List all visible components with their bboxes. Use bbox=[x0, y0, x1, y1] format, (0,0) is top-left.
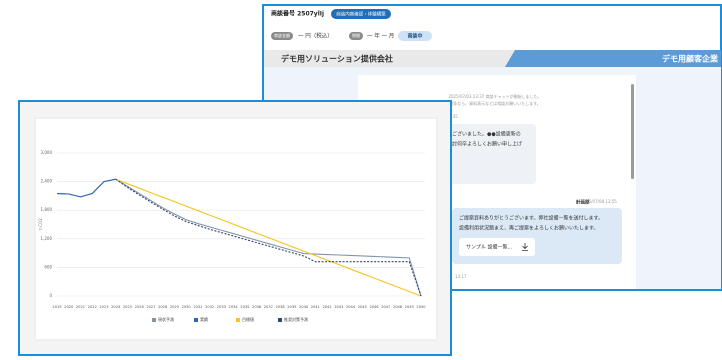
system-line: 2025/07/03 13:37 商談チャットが開始しました。 bbox=[448, 93, 541, 99]
x-tick-label: 2030 bbox=[182, 305, 192, 309]
legend-label: 推奨対策予測 bbox=[284, 316, 308, 322]
x-tick-label: 2033 bbox=[217, 305, 226, 309]
x-tick-label: 2038 bbox=[276, 305, 286, 309]
y-tick-label: 600 bbox=[44, 264, 52, 269]
period-tag-bg bbox=[349, 32, 363, 40]
x-tick-label: 2031 bbox=[193, 305, 202, 309]
case-badge[interactable]: 商談内容確認・体験構築 bbox=[336, 11, 386, 18]
footer-time: 13:17 bbox=[455, 274, 467, 279]
y-tick-label: 0 bbox=[49, 293, 52, 298]
company-right: デモ用顧客企業 bbox=[662, 54, 719, 64]
company-left: デモ用ソリューション提供会社 bbox=[281, 54, 393, 64]
x-tick-label: 2046 bbox=[369, 305, 379, 309]
x-tick-label: 2020 bbox=[64, 305, 74, 309]
x-tick-label: 2027 bbox=[146, 305, 155, 309]
x-tick-label: 2035 bbox=[240, 305, 249, 309]
x-tick-label: 2034 bbox=[229, 305, 239, 309]
company-right-band bbox=[505, 50, 721, 67]
y-tick-label: 1,800 bbox=[41, 207, 53, 212]
status-bg bbox=[398, 31, 432, 41]
scrollbar[interactable] bbox=[631, 84, 634, 179]
x-tick-label: 2041 bbox=[311, 305, 320, 309]
x-tick-label: 2024 bbox=[111, 305, 121, 309]
y-axis-label: t-CO2 bbox=[38, 218, 43, 230]
x-tick-label: 2023 bbox=[99, 305, 108, 309]
x-tick-label: 2037 bbox=[264, 305, 273, 309]
x-tick-label: 2043 bbox=[334, 305, 343, 309]
x-tick-label: 2021 bbox=[76, 305, 85, 309]
download-icon[interactable] bbox=[522, 243, 528, 251]
message-line: 討何卒よろしくお願い申し上げ bbox=[452, 141, 522, 148]
x-tick-label: 2028 bbox=[158, 305, 168, 309]
x-tick-label: 2049 bbox=[405, 305, 415, 309]
case-no: 商談番号 2507ylIj bbox=[271, 10, 324, 18]
x-tick-label: 2032 bbox=[205, 305, 214, 309]
series-line bbox=[56, 178, 116, 198]
legend-label: 目標値 bbox=[242, 316, 254, 322]
x-tick-label: 2048 bbox=[393, 305, 403, 309]
chart-card bbox=[34, 117, 438, 341]
attachment-name[interactable]: サンプル 設備一覧... bbox=[466, 244, 513, 251]
system-line: 箇条なら、資料表示などは相談お願いいたします。 bbox=[449, 100, 541, 106]
period-tag: 期間 bbox=[352, 32, 360, 38]
series-line bbox=[115, 178, 422, 297]
plot: 0 600 1,200 1,800 2,400 3,000 2019 2020 2021 2022… bbox=[41, 150, 426, 322]
x-tick-label: 2029 bbox=[170, 305, 180, 309]
x-tick-label: 2047 bbox=[381, 305, 390, 309]
y-tick-label: 3,000 bbox=[41, 150, 53, 155]
x-tick-label: 2039 bbox=[287, 305, 297, 309]
x-tick-label: 2022 bbox=[88, 305, 97, 309]
legend-swatch bbox=[236, 318, 240, 322]
case-badge-bg bbox=[331, 9, 391, 19]
x-tick-label: 2045 bbox=[358, 305, 367, 309]
x-tick-label: 2036 bbox=[252, 305, 262, 309]
legend-label: 現状予測 bbox=[158, 316, 174, 322]
y-tick-label: 1,200 bbox=[41, 236, 53, 241]
x-tick-label: 2026 bbox=[135, 305, 145, 309]
time: 2025/07/08 13:55 bbox=[581, 199, 617, 204]
message-line: ございました。●●設備更新の bbox=[452, 131, 521, 138]
x-tick-label: 2042 bbox=[322, 305, 331, 309]
price: 一 円（税込） bbox=[298, 32, 333, 40]
legend-swatch bbox=[194, 318, 198, 322]
x-tick-label: 2025 bbox=[123, 305, 132, 309]
message-line: 設備利用状況踏まえ、再ご提案をよろしくお願いいたします。 bbox=[459, 225, 599, 232]
series-line bbox=[115, 178, 422, 297]
x-tick-label: 2044 bbox=[346, 305, 356, 309]
status: 商談中 bbox=[407, 33, 422, 40]
price-tag: 商談金額 bbox=[274, 32, 290, 38]
legend-label: 実績 bbox=[200, 316, 208, 322]
x-tick-label: 2050 bbox=[416, 305, 426, 309]
y-tick-label: 2,400 bbox=[41, 179, 53, 184]
sender: 計画部 bbox=[576, 199, 590, 206]
message-line: ご提案資料ありがとうございます。弊社設備一覧を送付します。 bbox=[459, 215, 603, 222]
price-tag-bg bbox=[271, 32, 293, 40]
legend-swatch bbox=[278, 318, 282, 322]
attachment[interactable] bbox=[459, 238, 535, 256]
x-tick-label: 2019 bbox=[52, 305, 62, 309]
legend-swatch bbox=[152, 318, 156, 322]
period: 一 年 一 月 bbox=[367, 32, 394, 40]
x-tick-label: 2040 bbox=[299, 305, 309, 309]
